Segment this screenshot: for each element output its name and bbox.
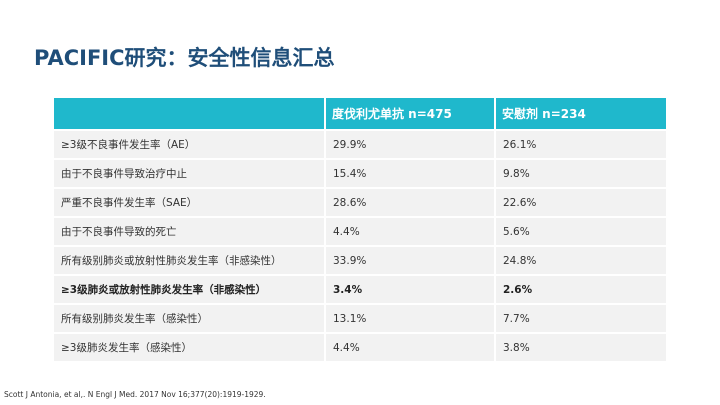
- row-label: 所有级别肺炎或放射性肺炎发生率（非感染性）: [54, 245, 326, 274]
- slide-title: PACIFIC研究：安全性信息汇总: [34, 46, 335, 70]
- header-label-column: [54, 98, 326, 129]
- row-label: 由于不良事件导致治疗中止: [54, 158, 326, 187]
- table-row: ≥3级不良事件发生率（AE） 29.9% 26.1%: [54, 129, 666, 158]
- durvalumab-value: 15.4%: [326, 158, 496, 187]
- table-row: 由于不良事件导致的死亡 4.4% 5.6%: [54, 216, 666, 245]
- row-label: 由于不良事件导致的死亡: [54, 216, 326, 245]
- durvalumab-value: 29.9%: [326, 129, 496, 158]
- safety-summary-table: 度伐利尤单抗 n=475 安慰剂 n=234 ≥3级不良事件发生率（AE） 29…: [54, 98, 666, 361]
- placebo-value: 26.1%: [496, 129, 666, 158]
- table-header-row: 度伐利尤单抗 n=475 安慰剂 n=234: [54, 98, 666, 129]
- row-label: 严重不良事件发生率（SAE）: [54, 187, 326, 216]
- citation-footnote: Scott J Antonia, et al,. N Engl J Med. 2…: [4, 390, 266, 399]
- row-label: ≥3级不良事件发生率（AE）: [54, 129, 326, 158]
- row-label: 所有级别肺炎发生率（感染性）: [54, 303, 326, 332]
- header-placebo: 安慰剂 n=234: [496, 98, 666, 129]
- table-row: 所有级别肺炎或放射性肺炎发生率（非感染性） 33.9% 24.8%: [54, 245, 666, 274]
- row-label: ≥3级肺炎发生率（感染性）: [54, 332, 326, 361]
- durvalumab-value: 13.1%: [326, 303, 496, 332]
- row-label: ≥3级肺炎或放射性肺炎发生率（非感染性）: [54, 274, 326, 303]
- placebo-value: 5.6%: [496, 216, 666, 245]
- placebo-value: 24.8%: [496, 245, 666, 274]
- durvalumab-value: 4.4%: [326, 332, 496, 361]
- durvalumab-value: 33.9%: [326, 245, 496, 274]
- durvalumab-value: 3.4%: [326, 274, 496, 303]
- placebo-value: 2.6%: [496, 274, 666, 303]
- durvalumab-value: 4.4%: [326, 216, 496, 245]
- table-row: 由于不良事件导致治疗中止 15.4% 9.8%: [54, 158, 666, 187]
- placebo-value: 22.6%: [496, 187, 666, 216]
- table-row: 严重不良事件发生率（SAE） 28.6% 22.6%: [54, 187, 666, 216]
- header-durvalumab: 度伐利尤单抗 n=475: [326, 98, 496, 129]
- placebo-value: 3.8%: [496, 332, 666, 361]
- table-row-highlighted: ≥3级肺炎或放射性肺炎发生率（非感染性） 3.4% 2.6%: [54, 274, 666, 303]
- durvalumab-value: 28.6%: [326, 187, 496, 216]
- table-row: ≥3级肺炎发生率（感染性） 4.4% 3.8%: [54, 332, 666, 361]
- table-row: 所有级别肺炎发生率（感染性） 13.1% 7.7%: [54, 303, 666, 332]
- placebo-value: 7.7%: [496, 303, 666, 332]
- placebo-value: 9.8%: [496, 158, 666, 187]
